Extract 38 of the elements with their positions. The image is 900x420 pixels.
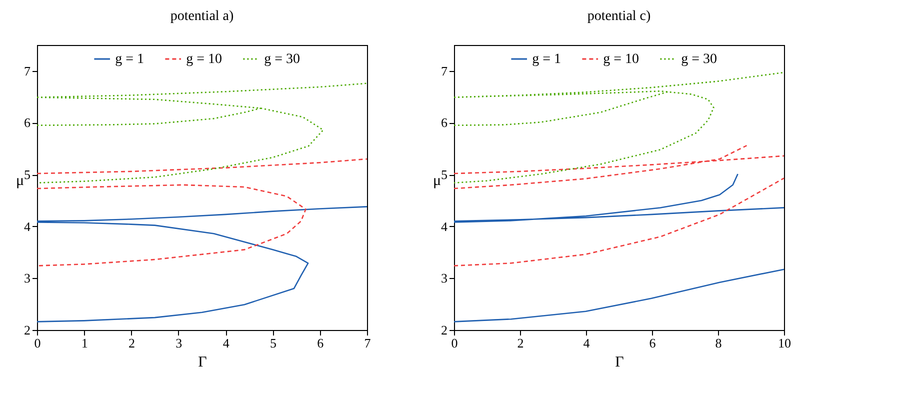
legend-label: g = 10 [603, 52, 640, 67]
y-tick-label: 2 [24, 322, 30, 338]
x-tick-label: 4 [583, 336, 590, 350]
legend-label: g = 30 [264, 52, 300, 67]
legend-label: g = 1 [115, 52, 144, 67]
y-axis-title: μ [432, 173, 442, 189]
x-tick-label: 1 [81, 336, 88, 350]
x-axis-title: Γ [198, 354, 208, 370]
x-tick-label: 8 [715, 336, 722, 350]
x-tick-label: 0 [451, 336, 458, 350]
x-tick-label: 2 [128, 336, 136, 350]
y-tick-label: 6 [24, 115, 31, 130]
y-tick-label: 4 [24, 218, 31, 234]
y-tick-label: 2 [441, 322, 448, 338]
x-tick-label: 6 [649, 336, 656, 350]
legend-label: g = 10 [186, 52, 222, 67]
chart-title: potential c) [587, 9, 652, 24]
x-axis-title: Γ [615, 354, 624, 370]
y-tick-label: 3 [24, 270, 30, 286]
y-tick-label: 5 [441, 167, 448, 182]
x-tick-label: 5 [270, 336, 276, 350]
x-tick-label: 7 [364, 336, 372, 350]
x-tick-label: 3 [176, 336, 182, 350]
y-tick-label: 6 [441, 115, 448, 130]
legend-label: g = 1 [532, 52, 562, 67]
legend-label: g = 30 [681, 52, 718, 67]
chart-title: potential a) [170, 9, 234, 24]
y-tick-label: 3 [441, 270, 448, 286]
x-tick-label: 6 [317, 336, 324, 350]
y-tick-label: 7 [24, 63, 31, 78]
y-tick-label: 5 [24, 167, 30, 182]
y-tick-label: 4 [441, 218, 448, 234]
y-axis-title: μ [16, 173, 24, 189]
x-tick-label: 10 [778, 336, 791, 350]
x-tick-label: 0 [34, 336, 41, 350]
y-tick-label: 7 [441, 63, 448, 78]
x-tick-label: 4 [222, 336, 230, 350]
x-tick-label: 2 [517, 336, 524, 350]
